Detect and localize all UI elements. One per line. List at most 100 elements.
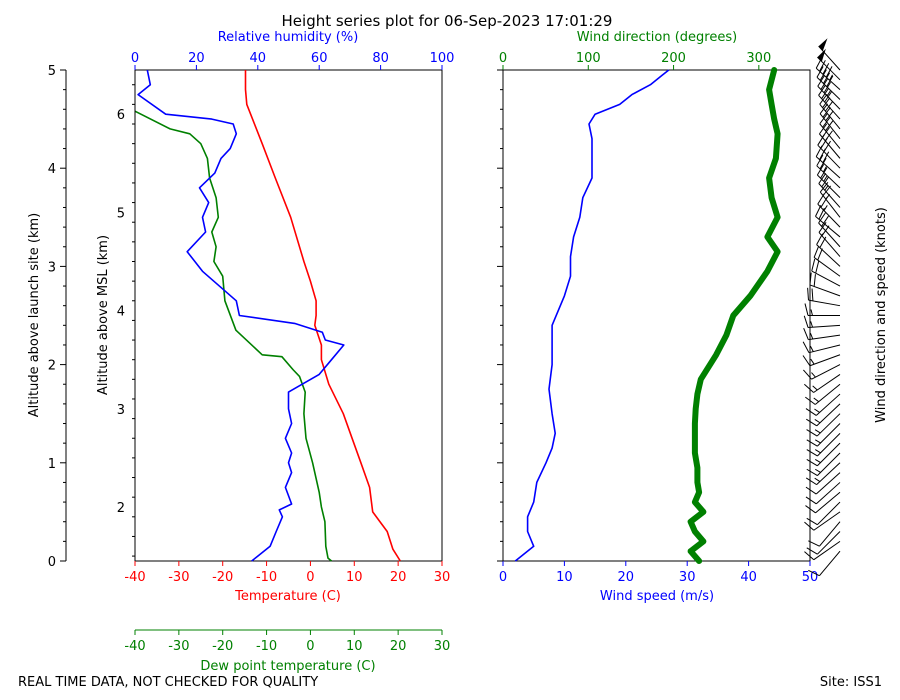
wind-barb-shaft <box>819 133 841 159</box>
wind-barb-axis-label: Wind direction and speed (knots) <box>874 207 889 423</box>
wind-barb-shaft <box>814 383 841 405</box>
wind-direction-axis-tick-label: 100 <box>576 51 601 66</box>
wind-barb-feather <box>822 63 830 75</box>
wind-barb-feather <box>802 355 811 367</box>
wind-barb-shaft <box>817 203 841 228</box>
wind-barb <box>802 341 841 354</box>
wind-barb <box>817 193 841 228</box>
humidity-axis-tick-label: 40 <box>250 51 267 66</box>
wind-barb-feather <box>821 176 830 188</box>
wind-barb-shaft <box>815 472 841 495</box>
wind-barb-shaft <box>808 334 841 341</box>
wind-barb-shaft <box>808 344 841 354</box>
wind-barb-feather <box>806 547 818 555</box>
wind-series-group <box>514 67 781 564</box>
wind-barb-feather <box>822 117 831 128</box>
wind-barb-half-feather <box>809 345 814 352</box>
wind-barb-shaft <box>819 521 841 547</box>
wind-barb-feather <box>804 303 809 316</box>
wind-barb-half-feather <box>810 321 814 328</box>
wind-barb-shaft <box>817 85 841 110</box>
altitude-msl-axis-tick-label: 3 <box>117 403 125 418</box>
wind-barb-feather <box>804 521 815 531</box>
wind-barb-shaft <box>818 45 841 71</box>
wind-barb-shaft <box>815 156 841 179</box>
wind-barb <box>809 272 841 297</box>
temperature-axis-tick-label: -10 <box>256 570 277 585</box>
wind-barb <box>802 354 841 367</box>
wind-direction-axis-label: Wind direction (degrees) <box>577 30 737 45</box>
wind-barb <box>805 462 841 486</box>
temperature-axis-tick-label: 10 <box>346 570 363 585</box>
wind-barb <box>816 154 841 189</box>
wind-barb-shaft <box>819 550 841 577</box>
wind-barb-feather <box>803 327 809 340</box>
dewpoint-axis-label: Dew point temperature (C) <box>200 659 375 674</box>
humidity-axis-tick-label: 60 <box>311 51 328 66</box>
wind-barb-feather <box>818 173 827 184</box>
thermo-panel: -40 -30 -20 -10 0 10 20 30-40 -30 -20 -10 0 10 20 300 2… <box>27 30 454 674</box>
wind-barb-shaft <box>819 123 841 149</box>
footer-quality-note: REAL TIME DATA, NOT CHECKED FOR QUALITY <box>18 675 318 690</box>
thermo-frame <box>134 69 443 562</box>
wind-barb-shaft <box>808 324 841 329</box>
altitude-msl-axis-tick-label: 4 <box>117 305 125 320</box>
wind-barb-shaft <box>817 452 841 476</box>
relative-humidity-line <box>137 69 345 562</box>
wind-barb-feather <box>818 212 826 224</box>
wind-barb-feather <box>806 439 818 447</box>
wind-barb-feather <box>804 383 814 393</box>
wind-barb-feather <box>805 396 816 405</box>
wind-barb-shaft <box>818 94 841 120</box>
wind-barb-shaft <box>815 215 841 238</box>
wind-barb-shaft <box>815 482 841 505</box>
wind-barb-half-feather <box>814 439 821 444</box>
wind-barb-feather <box>813 274 816 287</box>
wind-barb-feather <box>806 449 818 457</box>
wind-barb-shaft <box>819 103 841 130</box>
humidity-axis-tick-label: 0 <box>131 51 139 66</box>
wind-barb <box>805 472 841 495</box>
humidity-axis-tick-label: 80 <box>372 51 389 66</box>
wind-barbs-group <box>802 38 841 577</box>
wind-barb-shaft <box>816 244 841 267</box>
wind-barb-feather <box>803 369 812 380</box>
wind-barb-shaft <box>816 165 841 189</box>
dewpoint-axis-tick-label: -30 <box>168 639 189 654</box>
wind-barb <box>819 123 841 159</box>
dewpoint-axis-tick-label: 20 <box>390 639 407 654</box>
wind-barb-feather <box>808 540 820 547</box>
wind-barb-shaft <box>818 222 841 248</box>
wind-direction-axis-tick-label: 200 <box>661 51 686 66</box>
wind-barb-feather <box>817 248 823 261</box>
wind-speed-axis-label: Wind speed (m/s) <box>600 589 714 604</box>
wind-barb-shaft <box>815 491 841 514</box>
wind-barb <box>806 403 841 427</box>
dewpoint-axis-tick-label: -10 <box>256 639 277 654</box>
wind-barb <box>806 531 841 555</box>
altitude-launch-axis-label: Altitude above launch site (km) <box>27 213 42 417</box>
wind-barb-shaft <box>815 67 841 91</box>
wind-barb <box>804 511 841 531</box>
wind-barb-feather <box>815 261 820 274</box>
wind-barb <box>803 327 841 341</box>
wind-barb-shaft <box>816 403 841 427</box>
wind-barb <box>806 442 841 467</box>
dewpoint-axis-tick-label: 30 <box>434 639 451 654</box>
wind-barb-feather <box>808 569 820 577</box>
altitude-launch-axis-tick-label: 1 <box>48 457 56 472</box>
wind-barb-feather <box>806 458 818 467</box>
wind-barb-feather <box>805 496 817 505</box>
wind-barb-half-feather <box>823 205 828 211</box>
temperature-axis-tick-label: 0 <box>306 570 314 585</box>
wind-barb-shaft <box>817 501 841 526</box>
wind-barb <box>819 113 841 149</box>
wind-barb-feather <box>826 75 834 87</box>
wind-barb-half-feather <box>810 309 813 316</box>
wind-barb-shaft <box>813 374 841 393</box>
wind-barb-half-feather <box>829 74 833 81</box>
wind-barb <box>806 452 841 477</box>
wind-axes-group: 0 10 20 30 40 50 0 100 200 300 <box>497 51 818 585</box>
dewpoint-axis-tick-label: -20 <box>212 639 233 654</box>
